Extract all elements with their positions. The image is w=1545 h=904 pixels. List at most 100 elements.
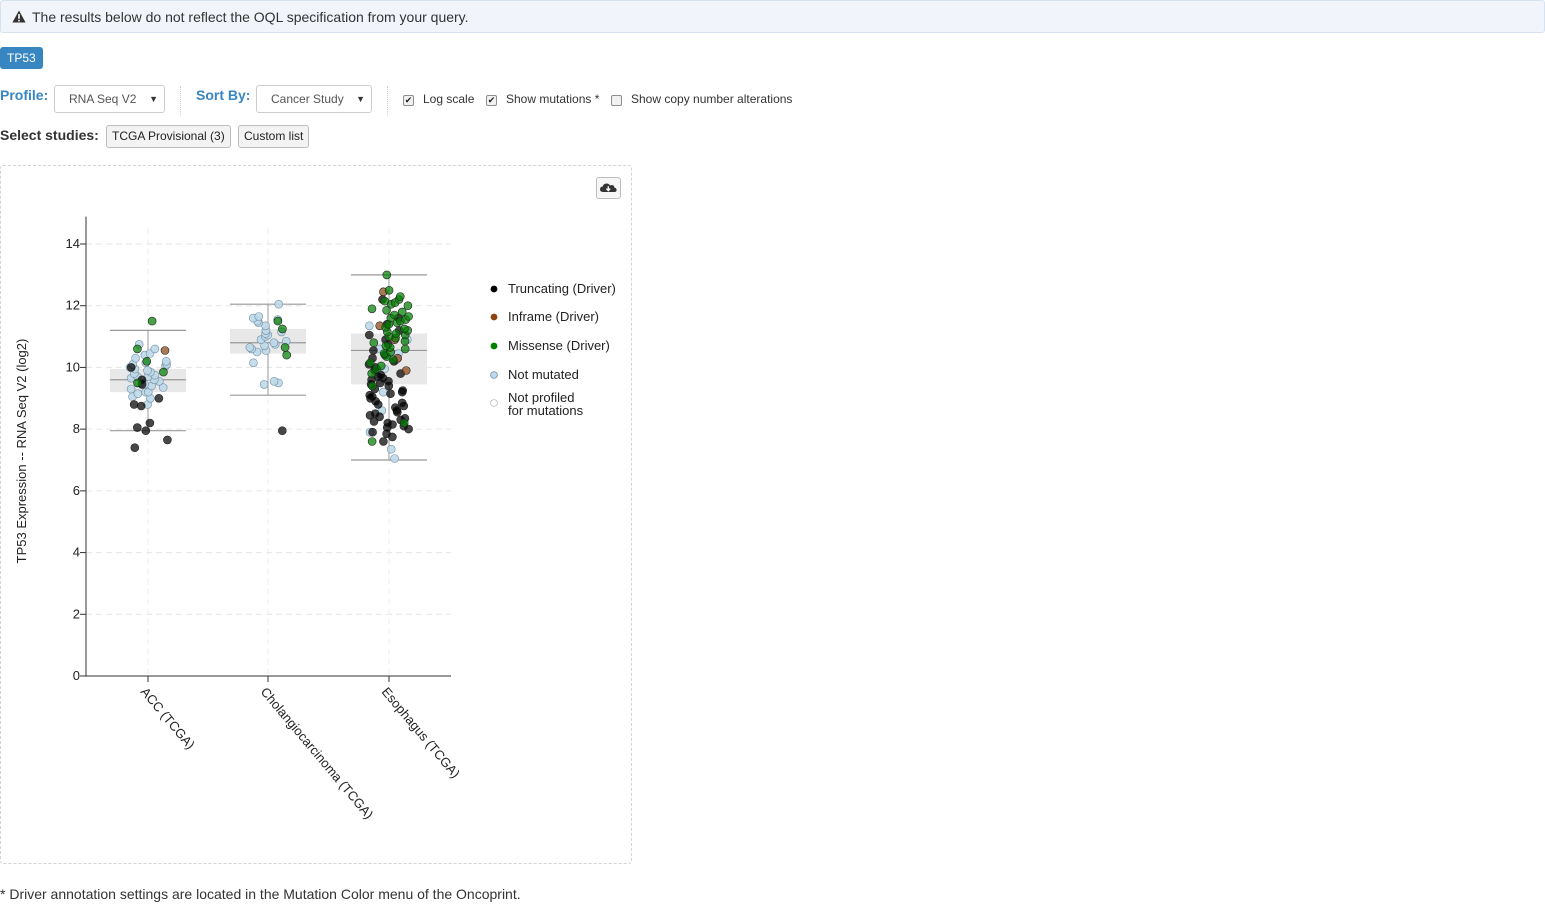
data-point-notmut[interactable]: [364, 321, 374, 331]
data-point-trunc[interactable]: [379, 437, 388, 446]
data-point-notmut[interactable]: [378, 387, 388, 397]
data-point-notmut[interactable]: [249, 358, 258, 368]
data-point-missense[interactable]: [404, 312, 413, 321]
data-point-missense[interactable]: [390, 310, 399, 320]
data-point-trunc[interactable]: [397, 398, 407, 408]
data-point-missense[interactable]: [133, 344, 142, 354]
data-point-notmut[interactable]: [150, 344, 160, 354]
data-point-trunc[interactable]: [376, 370, 386, 380]
download-button[interactable]: [596, 177, 621, 199]
data-point-missense[interactable]: [147, 316, 157, 326]
legend-label-inframe: Inframe (Driver): [508, 309, 599, 324]
gene-tab-tp53[interactable]: TP53: [0, 47, 43, 69]
show-cna-label: Show copy number alterations: [631, 92, 793, 106]
legend-marker-notmut: [490, 371, 498, 379]
data-point-notmut[interactable]: [133, 389, 143, 399]
data-point-missense[interactable]: [380, 296, 390, 306]
x-tick-label: Esophagus (TCGA): [379, 684, 463, 781]
data-point-trunc[interactable]: [391, 403, 400, 412]
data-point-missense[interactable]: [382, 270, 392, 280]
data-point-missense[interactable]: [403, 301, 413, 311]
show-cna-checkbox[interactable]: [611, 95, 622, 106]
data-point-notmut[interactable]: [390, 454, 399, 463]
data-point-trunc[interactable]: [370, 409, 380, 419]
data-point-missense[interactable]: [369, 338, 379, 348]
data-point-missense[interactable]: [400, 344, 410, 354]
data-point-trunc[interactable]: [383, 418, 393, 428]
data-point-missense[interactable]: [367, 437, 377, 446]
data-point-notmut[interactable]: [269, 338, 279, 348]
x-tick-label: ACC (TCGA): [138, 684, 198, 752]
data-point-trunc[interactable]: [141, 426, 151, 436]
legend-label-notprof: Not profiled for mutations: [508, 390, 584, 418]
data-point-notmut[interactable]: [274, 299, 284, 309]
data-point-trunc[interactable]: [136, 401, 146, 411]
data-point-trunc[interactable]: [277, 426, 287, 436]
data-point-missense[interactable]: [382, 305, 391, 315]
data-point-missense[interactable]: [278, 324, 287, 334]
data-point-trunc[interactable]: [365, 390, 375, 400]
data-point-missense[interactable]: [391, 329, 401, 338]
data-point-missense[interactable]: [133, 378, 142, 388]
data-point-inframe[interactable]: [160, 346, 170, 355]
log-scale-checkbox[interactable]: ✔: [403, 95, 414, 106]
oql-warning-alert: The results below do not reflect the OQL…: [0, 0, 1545, 33]
data-point-trunc[interactable]: [133, 423, 142, 432]
data-point-notmut[interactable]: [386, 444, 396, 454]
data-point-missense[interactable]: [384, 285, 394, 295]
data-point-missense[interactable]: [367, 381, 377, 391]
data-point-notmut[interactable]: [131, 353, 140, 363]
data-point-notmut[interactable]: [126, 384, 136, 394]
show-mutations-checkbox[interactable]: ✔: [486, 95, 497, 106]
custom-list-button[interactable]: Custom list: [238, 125, 310, 148]
data-point-trunc[interactable]: [364, 330, 374, 340]
data-point-trunc[interactable]: [163, 435, 172, 445]
profile-select[interactable]: RNA Seq V2 ▼: [54, 85, 165, 113]
data-point-notmut[interactable]: [245, 343, 255, 352]
profile-select-value: RNA Seq V2: [69, 92, 137, 106]
x-tick-label: Cholangiocarcinoma (TCGA): [258, 684, 377, 821]
chevron-down-icon: ▼: [356, 94, 365, 104]
data-point-missense[interactable]: [280, 343, 290, 352]
data-point-missense[interactable]: [282, 350, 292, 360]
data-point-inframe[interactable]: [401, 366, 411, 375]
data-point-trunc[interactable]: [126, 363, 136, 372]
alert-text: The results below do not reflect the OQL…: [32, 8, 469, 25]
data-point-notmut[interactable]: [254, 312, 264, 321]
data-point-notmut[interactable]: [269, 376, 279, 386]
data-point-trunc[interactable]: [145, 418, 155, 428]
data-point-missense[interactable]: [367, 304, 377, 314]
data-point-missense[interactable]: [381, 341, 391, 351]
data-point-missense[interactable]: [365, 358, 375, 368]
sortby-select[interactable]: Cancer Study ▼: [256, 85, 372, 113]
data-point-trunc[interactable]: [368, 427, 377, 437]
data-point-missense[interactable]: [159, 367, 168, 377]
data-point-trunc[interactable]: [130, 443, 140, 453]
data-point-missense[interactable]: [400, 324, 409, 334]
cloud-download-icon: [600, 183, 617, 192]
data-point-trunc[interactable]: [129, 400, 139, 409]
data-point-trunc[interactable]: [398, 386, 408, 395]
y-tick-label: 8: [73, 421, 80, 436]
data-point-missense[interactable]: [395, 292, 405, 301]
legend-marker-notprof: [490, 399, 498, 407]
data-point-notmut[interactable]: [143, 366, 152, 375]
data-point-missense[interactable]: [273, 316, 283, 326]
data-point-missense[interactable]: [399, 418, 409, 428]
data-point-missense[interactable]: [397, 307, 407, 317]
data-point-notmut[interactable]: [161, 356, 171, 366]
data-point-missense[interactable]: [376, 361, 386, 371]
data-point-trunc[interactable]: [369, 346, 378, 355]
y-axis-label: TP53 Expression -- RNA Seq V2 (log2): [14, 339, 29, 564]
legend-marker-missense: [490, 342, 498, 350]
data-point-notmut[interactable]: [158, 383, 168, 392]
y-tick-label: 6: [73, 483, 80, 498]
data-point-trunc[interactable]: [386, 389, 395, 399]
tcga-provisional-button[interactable]: TCGA Provisional (3): [106, 125, 231, 148]
data-point-notmut[interactable]: [261, 321, 270, 331]
legend-label-missense: Missense (Driver): [508, 338, 610, 353]
data-point-notmut[interactable]: [259, 380, 269, 389]
data-point-missense[interactable]: [142, 356, 152, 366]
show-mutations-label: Show mutations *: [506, 92, 600, 106]
data-point-trunc[interactable]: [154, 393, 164, 403]
